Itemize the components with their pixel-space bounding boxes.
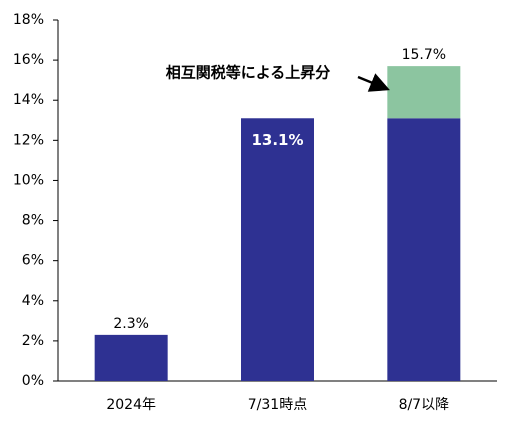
y-tick-label: 12% bbox=[13, 132, 44, 148]
y-tick-label: 10% bbox=[13, 172, 44, 188]
y-tick-label: 2% bbox=[22, 333, 44, 349]
y-tick-label: 4% bbox=[22, 293, 44, 309]
annotation-arrow bbox=[357, 73, 390, 92]
y-tick-label: 0% bbox=[22, 373, 44, 389]
y-tick-label: 16% bbox=[13, 52, 44, 68]
value-label: 13.1% bbox=[251, 131, 303, 149]
y-tick-label: 6% bbox=[22, 253, 44, 269]
value-label: 2.3% bbox=[113, 316, 149, 332]
bar-segment bbox=[241, 118, 314, 382]
value-label: 15.7% bbox=[402, 47, 446, 63]
bar-segment bbox=[387, 118, 461, 382]
y-tick-label: 8% bbox=[22, 213, 44, 229]
x-tick-label: 8/7以降 bbox=[399, 397, 450, 413]
bar-segment bbox=[387, 66, 461, 119]
bar-segment bbox=[94, 334, 168, 381]
x-tick-label: 7/31時点 bbox=[248, 397, 307, 413]
y-tick-label: 18% bbox=[13, 12, 44, 28]
y-tick-label: 14% bbox=[13, 92, 44, 108]
x-tick-label: 2024年 bbox=[106, 397, 156, 413]
annotation: 相互関税等による上昇分 bbox=[166, 64, 331, 82]
